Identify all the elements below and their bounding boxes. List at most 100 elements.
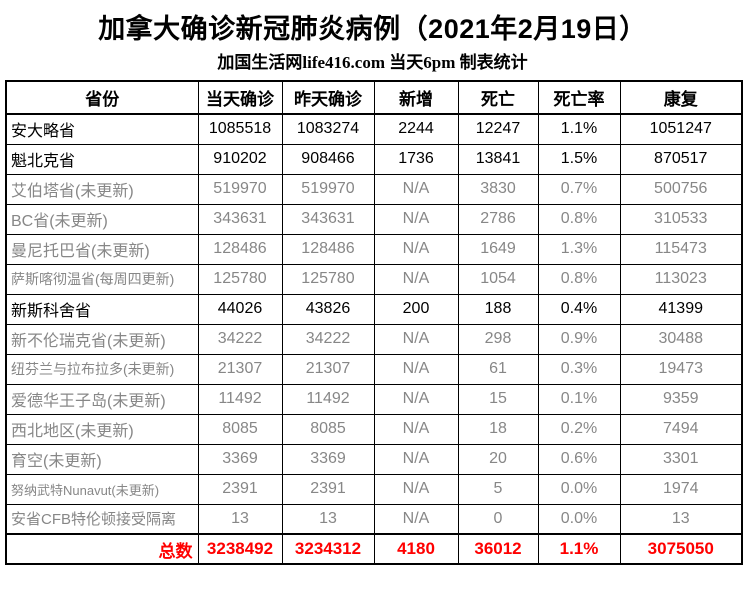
value-cell: 343631: [281, 203, 375, 235]
province-name: 安大略省: [5, 113, 199, 145]
table-body: 安大略省 1085518 1083274 2244 12247 1.1% 1051247 魁北…: [5, 113, 743, 565]
value-cell: 61: [457, 353, 539, 385]
value-cell: 18: [457, 413, 539, 445]
value-cell: 3369: [281, 443, 375, 475]
value-cell: 310533: [619, 203, 743, 235]
value-cell: 3238492: [197, 533, 283, 565]
province-row: BC省(未更新) 343631 343631 N/A 2786 0.8% 310533: [5, 203, 743, 235]
value-cell: 0: [457, 503, 539, 535]
value-cell: 0.1%: [537, 383, 621, 415]
value-cell: 1083274: [281, 113, 375, 145]
province-row: 爱德华王子岛(未更新) 11492 11492 N/A 15 0.1% 9359: [5, 383, 743, 415]
value-cell: 13: [619, 503, 743, 535]
province-name: 纽芬兰与拉布拉多(未更新): [5, 353, 199, 385]
province-name: 育空(未更新): [5, 443, 199, 475]
column-header: 当天确诊: [197, 80, 283, 115]
province-row: 魁北克省 910202 908466 1736 13841 1.5% 870517: [5, 143, 743, 175]
value-cell: 500756: [619, 173, 743, 205]
value-cell: 21307: [281, 353, 375, 385]
province-row: 育空(未更新) 3369 3369 N/A 20 0.6% 3301: [5, 443, 743, 475]
province-row: 安大略省 1085518 1083274 2244 12247 1.1% 1051247: [5, 113, 743, 145]
value-cell: 519970: [281, 173, 375, 205]
value-cell: 115473: [619, 233, 743, 265]
column-header: 昨天确诊: [281, 80, 375, 115]
province-name: 西北地区(未更新): [5, 413, 199, 445]
province-name: 安省CFB特伦顿接受隔离: [5, 503, 199, 535]
page: 加拿大确诊新冠肺炎病例（2021年2月19日） 加国生活网life416.com…: [0, 7, 745, 565]
value-cell: N/A: [373, 173, 459, 205]
province-name: 萨斯喀彻温省(每周四更新): [5, 263, 199, 295]
value-cell: 13: [197, 503, 283, 535]
value-cell: 36012: [457, 533, 539, 565]
value-cell: 2244: [373, 113, 459, 145]
covid-stats-table: 省份 当天确诊 昨天确诊 新增 死亡 死亡率 康复 安大略省 1085518 1083274 22…: [5, 80, 743, 565]
province-row: 安省CFB特伦顿接受隔离 13 13 N/A 0 0.0% 13: [5, 503, 743, 535]
page-subtitle: 加国生活网life416.com 当天6pm 制表统计: [217, 53, 528, 72]
value-cell: 0.8%: [537, 203, 621, 235]
value-cell: 0.9%: [537, 323, 621, 355]
value-cell: 298: [457, 323, 539, 355]
value-cell: 1649: [457, 233, 539, 265]
province-name: 魁北克省: [5, 143, 199, 175]
column-header: 死亡率: [537, 80, 621, 115]
province-name: BC省(未更新): [5, 203, 199, 235]
value-cell: 21307: [197, 353, 283, 385]
column-header: 新增: [373, 80, 459, 115]
value-cell: N/A: [373, 323, 459, 355]
value-cell: 0.3%: [537, 353, 621, 385]
value-cell: 1.1%: [537, 113, 621, 145]
value-cell: 3234312: [281, 533, 375, 565]
province-name: 曼尼托巴省(未更新): [5, 233, 199, 265]
value-cell: 15: [457, 383, 539, 415]
column-header: 康复: [619, 80, 743, 115]
province-row: 纽芬兰与拉布拉多(未更新) 21307 21307 N/A 61 0.3% 19473: [5, 353, 743, 385]
value-cell: 3075050: [619, 533, 743, 565]
value-cell: 200: [373, 293, 459, 325]
value-cell: 188: [457, 293, 539, 325]
value-cell: 8085: [197, 413, 283, 445]
value-cell: 1974: [619, 473, 743, 505]
province-row: 萨斯喀彻温省(每周四更新) 125780 125780 N/A 1054 0.8% 1130…: [5, 263, 743, 295]
value-cell: N/A: [373, 203, 459, 235]
value-cell: 910202: [197, 143, 283, 175]
province-name: 新斯科舍省: [5, 293, 199, 325]
value-cell: 7494: [619, 413, 743, 445]
value-cell: 30488: [619, 323, 743, 355]
value-cell: 2391: [197, 473, 283, 505]
value-cell: 1.1%: [537, 533, 621, 565]
province-row: 西北地区(未更新) 8085 8085 N/A 18 0.2% 7494: [5, 413, 743, 445]
value-cell: 128486: [281, 233, 375, 265]
value-cell: 908466: [281, 143, 375, 175]
value-cell: 1051247: [619, 113, 743, 145]
value-cell: 1.3%: [537, 233, 621, 265]
value-cell: N/A: [373, 263, 459, 295]
value-cell: 0.0%: [537, 473, 621, 505]
value-cell: N/A: [373, 443, 459, 475]
value-cell: 0.4%: [537, 293, 621, 325]
value-cell: N/A: [373, 353, 459, 385]
province-row: 新不伦瑞克省(未更新) 34222 34222 N/A 298 0.9% 30488: [5, 323, 743, 355]
value-cell: 343631: [197, 203, 283, 235]
column-header: 省份: [5, 80, 199, 115]
value-cell: 19473: [619, 353, 743, 385]
province-row: 努纳武特Nunavut(未更新) 2391 2391 N/A 5 0.0% 1974: [5, 473, 743, 505]
value-cell: 1054: [457, 263, 539, 295]
value-cell: 34222: [281, 323, 375, 355]
value-cell: 0.7%: [537, 173, 621, 205]
value-cell: 1085518: [197, 113, 283, 145]
province-row: 曼尼托巴省(未更新) 128486 128486 N/A 1649 1.3% 115473: [5, 233, 743, 265]
province-name: 新不伦瑞克省(未更新): [5, 323, 199, 355]
value-cell: 11492: [281, 383, 375, 415]
province-name: 努纳武特Nunavut(未更新): [5, 473, 199, 505]
value-cell: 3830: [457, 173, 539, 205]
value-cell: 34222: [197, 323, 283, 355]
value-cell: 125780: [281, 263, 375, 295]
value-cell: 519970: [197, 173, 283, 205]
value-cell: 20: [457, 443, 539, 475]
value-cell: 5: [457, 473, 539, 505]
page-title: 加拿大确诊新冠肺炎病例（2021年2月19日）: [98, 14, 647, 44]
value-cell: 1736: [373, 143, 459, 175]
value-cell: N/A: [373, 233, 459, 265]
province-row: 艾伯塔省(未更新) 519970 519970 N/A 3830 0.7% 500756: [5, 173, 743, 205]
column-header: 死亡: [457, 80, 539, 115]
